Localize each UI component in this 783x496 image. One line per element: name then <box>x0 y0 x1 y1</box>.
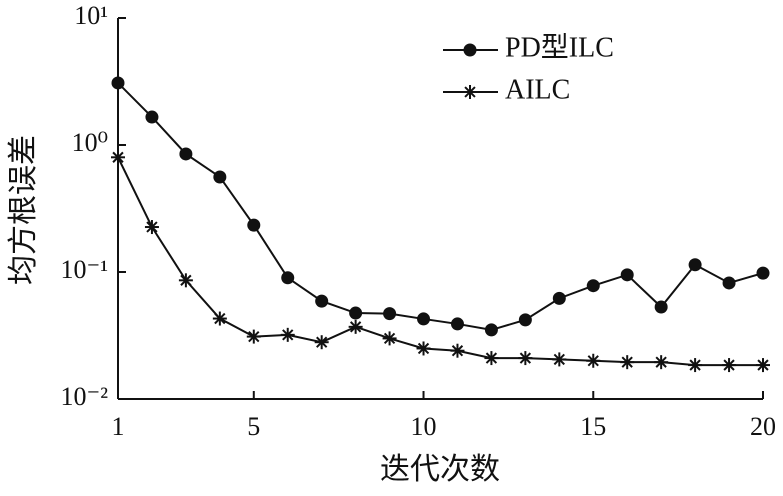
point <box>450 317 464 331</box>
point <box>722 358 737 373</box>
point <box>417 312 431 326</box>
x-tick-label: 10 <box>411 412 437 441</box>
star-stroke <box>689 359 701 371</box>
star-stroke <box>349 321 362 333</box>
point <box>620 355 635 370</box>
star-stroke <box>621 356 633 368</box>
legend-label: AILC <box>505 74 570 105</box>
point <box>382 331 397 346</box>
point <box>463 85 477 99</box>
point <box>518 351 533 366</box>
point <box>111 150 125 165</box>
y-tick-label: 10⁻¹ <box>60 255 108 284</box>
point <box>416 341 431 356</box>
point <box>178 273 193 288</box>
star-stroke <box>655 356 667 368</box>
point <box>722 276 736 290</box>
star-stroke <box>553 353 565 366</box>
x-tick-label: 1 <box>112 412 125 441</box>
legend-label: PD型ILC <box>505 31 614 63</box>
point <box>518 313 532 327</box>
point <box>349 306 363 320</box>
point <box>756 266 770 280</box>
point <box>280 327 295 342</box>
point <box>450 343 465 358</box>
point <box>383 307 397 321</box>
star-stroke <box>757 359 769 371</box>
star-stroke <box>723 359 735 371</box>
point <box>484 323 498 337</box>
point <box>688 358 703 373</box>
point <box>654 355 669 370</box>
star-stroke <box>282 329 294 341</box>
star-stroke <box>383 332 396 345</box>
point <box>247 218 261 232</box>
star-stroke <box>180 274 192 286</box>
y-tick-label: 10⁻² <box>60 382 108 411</box>
star-stroke <box>587 355 599 367</box>
point <box>314 335 329 350</box>
point <box>348 319 363 334</box>
star-stroke <box>464 86 476 98</box>
star-stroke <box>316 336 328 348</box>
point <box>179 147 193 161</box>
star-stroke <box>519 352 532 364</box>
point <box>144 220 159 235</box>
point <box>463 43 477 57</box>
star-stroke <box>214 312 226 325</box>
point <box>281 271 295 285</box>
x-tick-label: 15 <box>580 412 606 441</box>
x-tick-label: 20 <box>750 412 776 441</box>
point <box>552 291 566 305</box>
star-stroke <box>146 221 158 233</box>
star-stroke <box>417 342 430 355</box>
star-stroke <box>485 352 498 364</box>
point <box>756 358 770 373</box>
star-stroke <box>112 151 124 163</box>
y-tick-label: 10⁰ <box>72 128 108 157</box>
point <box>212 311 227 326</box>
point <box>688 258 702 272</box>
point <box>654 300 668 314</box>
point <box>552 352 567 367</box>
series-line <box>117 82 764 331</box>
point <box>620 268 634 282</box>
point <box>315 294 329 308</box>
point <box>586 353 601 368</box>
point <box>586 279 600 293</box>
x-axis-label: 迭代次数 <box>380 453 500 486</box>
star-stroke <box>248 330 260 343</box>
y-axis-label: 均方根误差 <box>7 135 40 285</box>
point <box>145 110 159 124</box>
point <box>111 76 125 90</box>
star-stroke <box>451 345 464 357</box>
x-tick-label: 5 <box>247 412 260 441</box>
point <box>213 170 227 184</box>
series-line <box>117 156 763 367</box>
point <box>484 351 499 366</box>
point <box>246 329 261 344</box>
y-tick-label: 10¹ <box>74 1 108 30</box>
